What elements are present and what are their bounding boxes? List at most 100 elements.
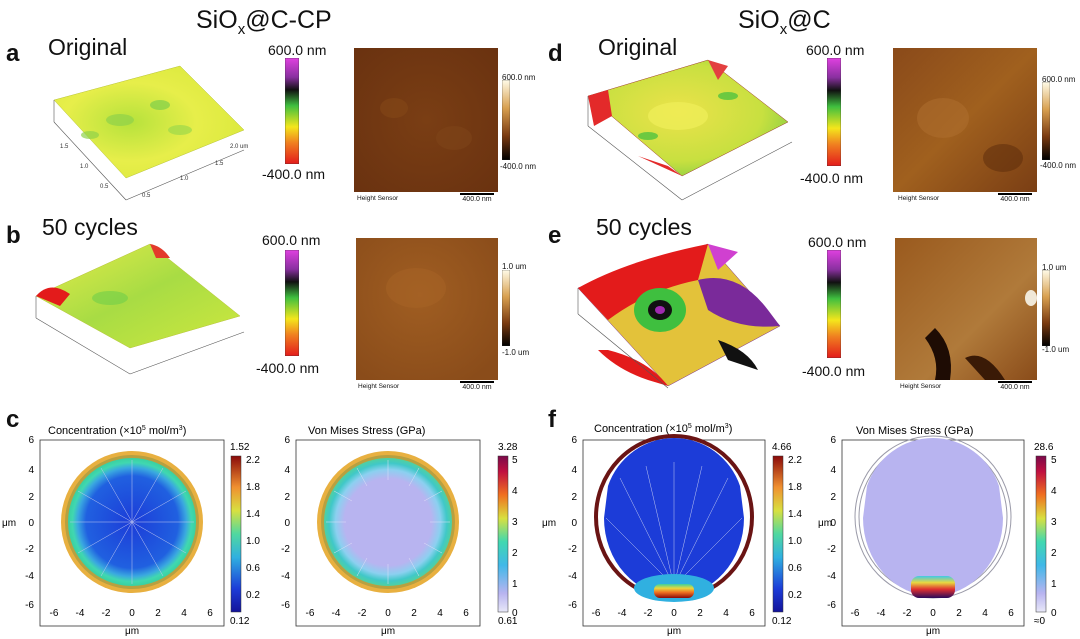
svg-text:6: 6	[749, 608, 755, 619]
svg-text:-2: -2	[358, 608, 367, 619]
state-title-b: 50 cycles	[42, 214, 138, 240]
state-title-e: 50 cycles	[596, 214, 692, 240]
colorbar-bottom-label: -400.0 nm	[256, 360, 320, 376]
svg-text:1: 1	[512, 579, 518, 590]
afm-3d-surface-e	[577, 243, 781, 389]
svg-text:2: 2	[697, 608, 703, 619]
axis-tick: 0.5	[142, 193, 151, 199]
particle	[863, 437, 1003, 596]
svg-text:3: 3	[512, 517, 518, 528]
colorbar	[1035, 455, 1047, 613]
svg-text:0: 0	[129, 608, 135, 619]
svg-text:-2: -2	[25, 544, 34, 555]
simulation-plots: Concentration (×105 mol/m3) 6 4 2 0 -2 -…	[2, 423, 1057, 637]
column-title-right: SiOx@C	[738, 6, 831, 38]
afm-height-image-b	[356, 238, 498, 380]
flux-lines	[70, 460, 194, 584]
svg-text:-2: -2	[827, 544, 836, 555]
svg-text:6: 6	[830, 435, 836, 446]
svg-text:2: 2	[155, 608, 161, 619]
svg-text:2: 2	[28, 492, 34, 503]
plot-title: Von Mises Stress (GPa)	[308, 425, 425, 437]
small-cb-top: 1.0 um	[1042, 263, 1067, 272]
svg-text:0: 0	[28, 518, 34, 529]
plot-title: Concentration (×105 mol/m3)	[48, 425, 186, 437]
svg-text:4: 4	[571, 465, 577, 476]
svg-text:-2: -2	[281, 544, 290, 555]
svg-text:0.6: 0.6	[788, 563, 802, 574]
afm-colorbar-d	[827, 58, 841, 166]
svg-text:1.0: 1.0	[246, 536, 260, 547]
svg-text:-2: -2	[102, 608, 111, 619]
svg-text:0: 0	[830, 518, 836, 529]
scale-bar: 400.0 nm	[460, 381, 494, 391]
small-cb-bottom: -1.0 um	[1042, 345, 1070, 354]
small-cb-top: 600.0 nm	[502, 73, 536, 82]
svg-text:2: 2	[830, 492, 836, 503]
axis-tick: 2.0 um	[230, 144, 248, 150]
svg-text:2: 2	[956, 608, 962, 619]
column-title-left: SiOx@C-CP	[196, 6, 332, 38]
afm-small-colorbar-b	[502, 270, 510, 346]
state-title-a: Original	[48, 34, 128, 60]
svg-text:Von Mises Stress (GPa): Von Mises Stress (GPa)	[856, 425, 973, 437]
svg-text:0.2: 0.2	[246, 590, 260, 601]
colorbar-bottom-label: -400.0 nm	[262, 166, 326, 182]
small-cb-bottom: -400.0 nm	[500, 162, 537, 171]
svg-text:-4: -4	[25, 571, 34, 582]
svg-text:-4: -4	[877, 608, 886, 619]
svg-text:6: 6	[207, 608, 213, 619]
svg-text:μm: μm	[667, 626, 681, 637]
scale-bar: 400.0 nm	[998, 193, 1032, 203]
height-sensor-label: Height Sensor	[357, 195, 399, 202]
svg-text:-2: -2	[568, 544, 577, 555]
colorbar	[772, 455, 784, 613]
svg-text:4: 4	[512, 486, 518, 497]
svg-text:3: 3	[1051, 517, 1057, 528]
svg-text:μm: μm	[542, 518, 556, 529]
axis-tick: 1.0	[180, 176, 189, 182]
svg-text:2: 2	[1051, 548, 1057, 559]
panel-label-c: c	[6, 406, 20, 433]
svg-text:4: 4	[284, 465, 290, 476]
svg-text:5: 5	[1051, 455, 1057, 466]
afm-small-colorbar-e	[1042, 270, 1050, 346]
svg-text:0: 0	[385, 608, 391, 619]
afm-height-image-e	[895, 238, 1037, 380]
panel-label-a: a	[6, 40, 20, 67]
svg-text:2: 2	[512, 548, 518, 559]
svg-text:2.2: 2.2	[246, 455, 260, 466]
svg-text:-4: -4	[281, 571, 290, 582]
afm-height-image-a	[354, 48, 498, 192]
svg-text:1.8: 1.8	[788, 482, 802, 493]
axis-tick: 1.5	[60, 144, 69, 150]
afm-3d-surface-d	[587, 59, 793, 201]
svg-text:4: 4	[181, 608, 187, 619]
svg-text:6: 6	[1008, 608, 1014, 619]
scale-bar: 400.0 nm	[998, 381, 1032, 391]
height-sensor-label: Height Sensor	[898, 195, 940, 202]
svg-text:2: 2	[571, 492, 577, 503]
colorbar-top-label: 600.0 nm	[808, 234, 867, 250]
svg-text:μm: μm	[818, 518, 832, 529]
x-axis-label: μm	[125, 626, 139, 637]
svg-text:1.0: 1.0	[788, 536, 802, 547]
svg-text:0.61: 0.61	[498, 616, 518, 627]
panel-label-e: e	[548, 222, 562, 249]
svg-text:-6: -6	[827, 600, 836, 611]
y-axis-label: μm	[2, 518, 16, 529]
axis-tick: 1.0	[80, 164, 89, 170]
svg-text:6: 6	[284, 435, 290, 446]
height-sensor-label: Height Sensor	[900, 383, 942, 390]
scale-bar: 400.0 nm	[460, 193, 494, 203]
axis-tick: 1.5	[215, 161, 224, 167]
svg-text:0: 0	[671, 608, 677, 619]
svg-text:6: 6	[571, 435, 577, 446]
svg-text:0: 0	[284, 518, 290, 529]
svg-text:1: 1	[1051, 579, 1057, 590]
svg-text:6: 6	[463, 608, 469, 619]
svg-text:-4: -4	[332, 608, 341, 619]
svg-text:μm: μm	[926, 626, 940, 637]
afm-colorbar-a	[285, 58, 299, 164]
colorbar-bottom-label: -400.0 nm	[802, 363, 866, 379]
